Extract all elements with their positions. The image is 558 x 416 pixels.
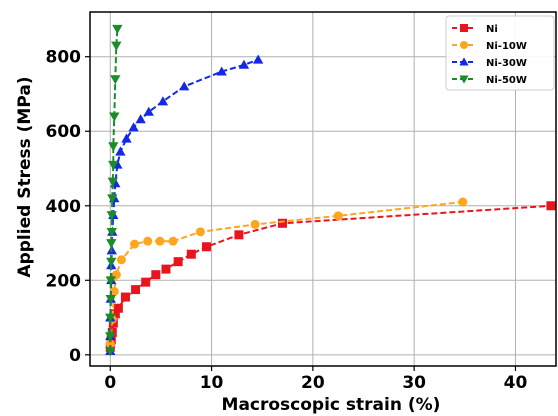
data-point (112, 24, 123, 34)
data-point (105, 347, 116, 357)
legend-item: Ni-10W (452, 41, 527, 52)
y-tick-label: 200 (46, 271, 82, 291)
y-axis-label: Applied Stress (MPa) (15, 76, 35, 277)
legend-label: Ni (486, 24, 498, 35)
legend: Ni Ni-10W Ni-30W Ni-50W (445, 15, 555, 91)
data-point (458, 197, 468, 207)
data-point (135, 114, 146, 124)
data-point (106, 257, 117, 267)
data-point (116, 255, 126, 265)
data-point (121, 133, 132, 143)
series-ni-30w (105, 54, 264, 355)
x-tick-label: 20 (301, 373, 325, 393)
series-ni-50w (105, 24, 123, 357)
data-point (106, 227, 117, 238)
x-tick-label: 30 (402, 373, 426, 393)
data-point (109, 112, 120, 122)
data-point (105, 339, 115, 349)
y-tick-label: 600 (46, 122, 82, 142)
legend-label: Ni-30W (486, 58, 527, 69)
data-point (202, 242, 211, 252)
data-point (459, 57, 469, 66)
data-point (238, 59, 250, 69)
data-point (105, 313, 116, 323)
x-tick-label: 40 (504, 373, 528, 393)
data-point (277, 218, 287, 228)
x-axis-label: Macroscopic strain (%) (222, 395, 441, 415)
data-point (107, 194, 118, 204)
data-point (120, 292, 130, 302)
data-point (250, 219, 260, 229)
data-point (105, 295, 116, 305)
data-point (128, 122, 139, 132)
data-point (459, 75, 469, 84)
data-point (110, 75, 121, 85)
x-tick-label: 0 (104, 373, 116, 393)
data-point (151, 270, 161, 280)
legend-item: Ni-30W (452, 57, 527, 69)
plot-frame (89, 11, 557, 367)
data-point (179, 81, 190, 91)
y-tick-label: 0 (69, 346, 81, 366)
data-point (115, 146, 126, 156)
data-point (168, 236, 178, 246)
data-point (546, 201, 556, 211)
legend-item: Ni (452, 24, 498, 35)
data-point (141, 277, 151, 287)
data-point (106, 239, 117, 249)
data-point (105, 332, 116, 342)
y-tick-label: 400 (46, 197, 82, 217)
data-point (143, 106, 154, 116)
data-point (216, 66, 227, 76)
data-point (109, 286, 119, 296)
data-point (155, 236, 165, 246)
legend-item: Ni-50W (452, 75, 527, 86)
series-layer (105, 24, 556, 357)
data-point (107, 177, 118, 187)
data-point (111, 41, 122, 51)
series-line (109, 204, 551, 348)
y-tick-label: 800 (46, 48, 82, 68)
legend-label: Ni-10W (486, 41, 527, 52)
legend-box (445, 15, 555, 91)
series-line (109, 58, 259, 352)
data-point (161, 264, 171, 274)
data-point (460, 24, 468, 32)
data-point (105, 276, 116, 286)
data-point (108, 160, 119, 170)
data-point (186, 249, 196, 259)
data-point (157, 96, 169, 106)
legend-label: Ni-50W (486, 75, 527, 86)
data-point (195, 227, 205, 237)
data-point (173, 257, 183, 267)
data-point (131, 285, 141, 295)
series-ni (105, 201, 556, 352)
data-point (333, 211, 343, 221)
data-point (130, 239, 140, 249)
data-point (252, 54, 264, 64)
x-tick-label: 10 (200, 373, 224, 393)
data-point (108, 142, 119, 152)
data-point (113, 303, 123, 313)
data-point (143, 236, 153, 246)
data-point (234, 230, 244, 240)
data-point (106, 211, 117, 221)
data-point (460, 41, 468, 49)
